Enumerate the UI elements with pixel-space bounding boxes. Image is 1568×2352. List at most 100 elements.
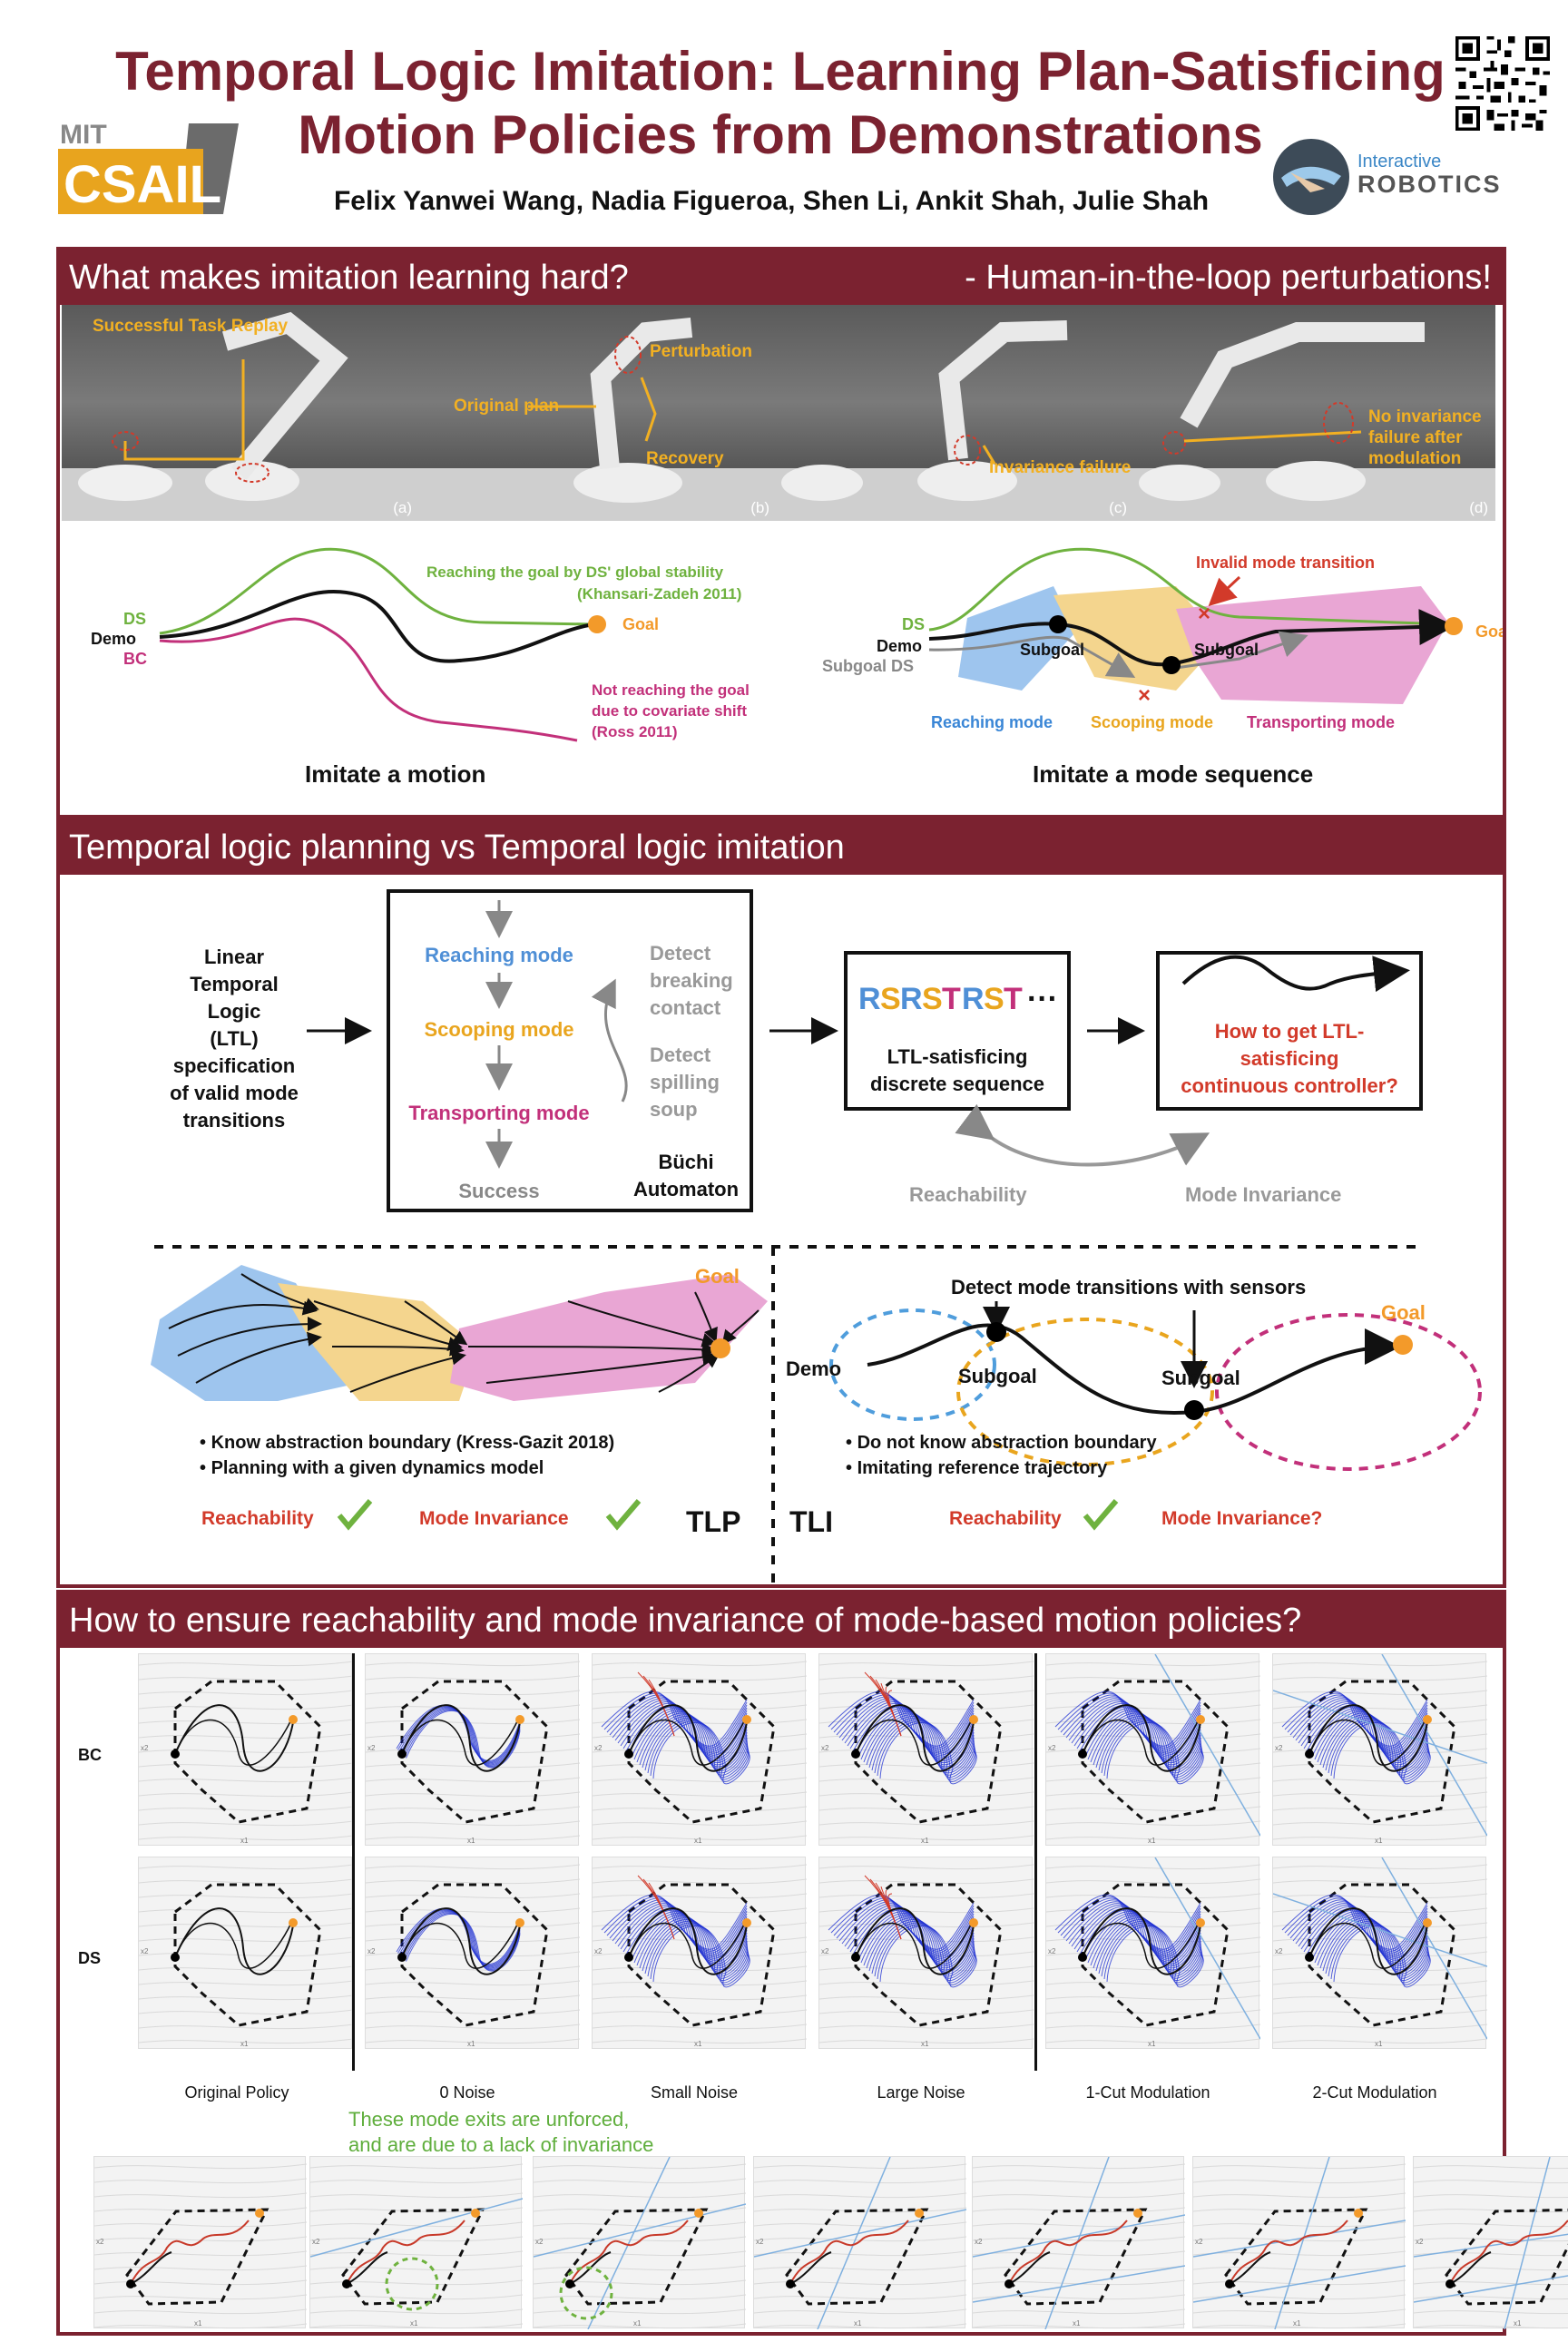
axis-label: x2 xyxy=(594,1947,603,1955)
modulation-plot-canvas: x1 x2 xyxy=(1193,2157,1406,2329)
author-list: Felix Yanwei Wang, Nadia Figueroa, Shen … xyxy=(272,186,1270,217)
note-line-1: These mode exits are unforced, xyxy=(348,2107,653,2132)
goal-dot-right xyxy=(1445,617,1463,635)
imitation-diagrams: DS Demo BC Goal Reaching the goal by DS'… xyxy=(60,523,1503,818)
ltl-line-2: Temporal xyxy=(190,973,278,995)
demo-label-left: Demo xyxy=(91,630,136,648)
start-dot xyxy=(624,1749,633,1759)
modulation-plot: x1 x2 xyxy=(533,2156,745,2328)
policy-plot: x1 x2 xyxy=(1045,1653,1259,1846)
subgoal-dot-2 xyxy=(1162,656,1181,674)
photo-c-scene xyxy=(777,305,1134,521)
photo-c-label: Invariance failure xyxy=(989,457,1131,478)
poster-title: Temporal Logic Imitation: Learning Plan-… xyxy=(109,40,1452,167)
goal-dot xyxy=(969,1715,978,1724)
subgoal-dot-1 xyxy=(1049,615,1067,633)
demo-label-right: Demo xyxy=(877,637,922,655)
seq-char-6: R xyxy=(962,982,985,1016)
photo-b-label-recovery: Recovery xyxy=(646,448,724,469)
unforced-exit-note: These mode exits are unforced, and are d… xyxy=(348,2107,653,2158)
tlp-bullet-1: • Know abstraction boundary (Kress-Gazit… xyxy=(200,1433,614,1453)
axis-label: x2 xyxy=(1048,1947,1056,1955)
axis-label: x1 xyxy=(240,2040,249,2048)
policy-plot: x1 x2 xyxy=(818,1653,1033,1846)
policy-plot-canvas: x1 x2 xyxy=(819,1857,1034,2050)
modulation-plot: x1 x2 xyxy=(1413,2156,1568,2328)
seq-char-2: S xyxy=(880,982,901,1016)
demo-curve-left xyxy=(160,592,593,662)
col-caption-small-noise: Small Noise xyxy=(581,2083,808,2102)
bc-curve-left xyxy=(160,619,577,740)
policy-plot-canvas: x1 x2 xyxy=(1046,1857,1260,2050)
reachability-label-top: Reachability xyxy=(909,1183,1027,1206)
qr-code[interactable] xyxy=(1452,33,1553,134)
modulation-plot: x1 x2 xyxy=(753,2156,965,2328)
tlp-goal-label: Goal xyxy=(695,1265,740,1288)
photo-a: Successful Task Replay (a) xyxy=(62,305,419,521)
tlp-invariance: Mode Invariance xyxy=(419,1508,569,1529)
goal-dot xyxy=(515,1715,524,1724)
row-label-bc: BC xyxy=(78,1746,102,1765)
caption-imitate-motion: Imitate a motion xyxy=(305,760,485,788)
bc-label-left: BC xyxy=(123,650,147,668)
invalid-x-1: × xyxy=(1198,602,1210,626)
green-note-2: (Khansari-Zadeh 2011) xyxy=(577,585,741,603)
col-caption-original: Original Policy xyxy=(123,2083,350,2102)
start-dot xyxy=(171,1749,180,1759)
policy-plot-canvas: x1 x2 xyxy=(1273,1857,1487,2050)
policy-plot-canvas: x1 x2 xyxy=(819,1654,1034,1847)
axis-label: x2 xyxy=(1195,2238,1203,2246)
start-dot xyxy=(1078,1749,1087,1759)
axis-label: x1 xyxy=(1375,1837,1383,1845)
start-dot xyxy=(851,1749,860,1759)
tli-bullet-2: • Imitating reference trajectory xyxy=(846,1458,1108,1478)
start-dot xyxy=(1305,1953,1314,1962)
tli-label: TLI xyxy=(789,1505,833,1538)
controller-curve xyxy=(1183,957,1403,989)
photo-d-tag: (d) xyxy=(1469,499,1488,517)
ltl-line-6: of valid mode xyxy=(170,1082,299,1104)
tli-check xyxy=(1085,1501,1116,1526)
axis-label: x1 xyxy=(1514,2319,1522,2328)
red-note-2: due to covariate shift xyxy=(592,702,747,720)
modulation-plot: x1 x2 xyxy=(93,2156,306,2328)
subgoal-label-1: Subgoal xyxy=(1020,641,1084,659)
section-1-heading: What makes imitation learning hard? - Hu… xyxy=(60,250,1503,305)
section-imitation-hard: What makes imitation learning hard? - Hu… xyxy=(56,247,1506,818)
policy-plot: x1 x2 xyxy=(1045,1857,1259,2049)
goal-dot xyxy=(742,1715,751,1724)
invalid-transition-label: Invalid mode transition xyxy=(1196,554,1375,572)
modulation-plot: x1 x2 xyxy=(309,2156,522,2328)
title-line-1: Temporal Logic Imitation: Learning Plan-… xyxy=(109,40,1452,103)
mode-reaching: Reaching mode xyxy=(425,944,573,966)
policy-plot: x1 x2 xyxy=(592,1653,806,1846)
tli-detect-label: Detect mode transitions with sensors xyxy=(951,1276,1306,1298)
photo-a-label: Successful Task Replay xyxy=(93,316,288,337)
section-2-title: Temporal logic planning vs Temporal logi… xyxy=(69,828,845,867)
policy-plot-canvas: x1 x2 xyxy=(593,1654,807,1847)
tli-demo-label: Demo xyxy=(786,1357,841,1380)
ltl-line-4: (LTL) xyxy=(210,1027,258,1050)
goal-dot xyxy=(1133,2209,1142,2218)
photo-c-tag: (c) xyxy=(1109,499,1127,517)
seq-caption-2: discrete sequence xyxy=(870,1073,1044,1095)
modulation-plot-canvas: x1 x2 xyxy=(754,2157,966,2329)
start-dot xyxy=(786,2279,795,2288)
modulation-plot-canvas: x1 x2 xyxy=(310,2157,523,2329)
modulation-plot: x1 x2 xyxy=(1192,2156,1405,2328)
reach-inv-arrow xyxy=(989,1136,1203,1165)
axis-label: x1 xyxy=(467,1837,475,1845)
mode-invariance-label-top: Mode Invariance xyxy=(1185,1183,1341,1206)
axis-label: x1 xyxy=(410,2319,418,2328)
axis-label: x2 xyxy=(141,1744,149,1752)
green-note-1: Reaching the goal by DS' global stabilit… xyxy=(426,564,724,581)
axis-label: x1 xyxy=(194,2319,202,2328)
policy-plot: x1 x2 xyxy=(138,1857,352,2049)
policy-plot-canvas: x1 x2 xyxy=(1046,1654,1260,1847)
ds-label-left: DS xyxy=(123,610,146,628)
subgoal-label-2: Subgoal xyxy=(1194,641,1259,659)
start-dot xyxy=(342,2279,351,2288)
seq-char-7: S xyxy=(984,982,1004,1016)
goal-dot xyxy=(471,2209,480,2218)
buchi-line2: Automaton xyxy=(633,1178,739,1200)
